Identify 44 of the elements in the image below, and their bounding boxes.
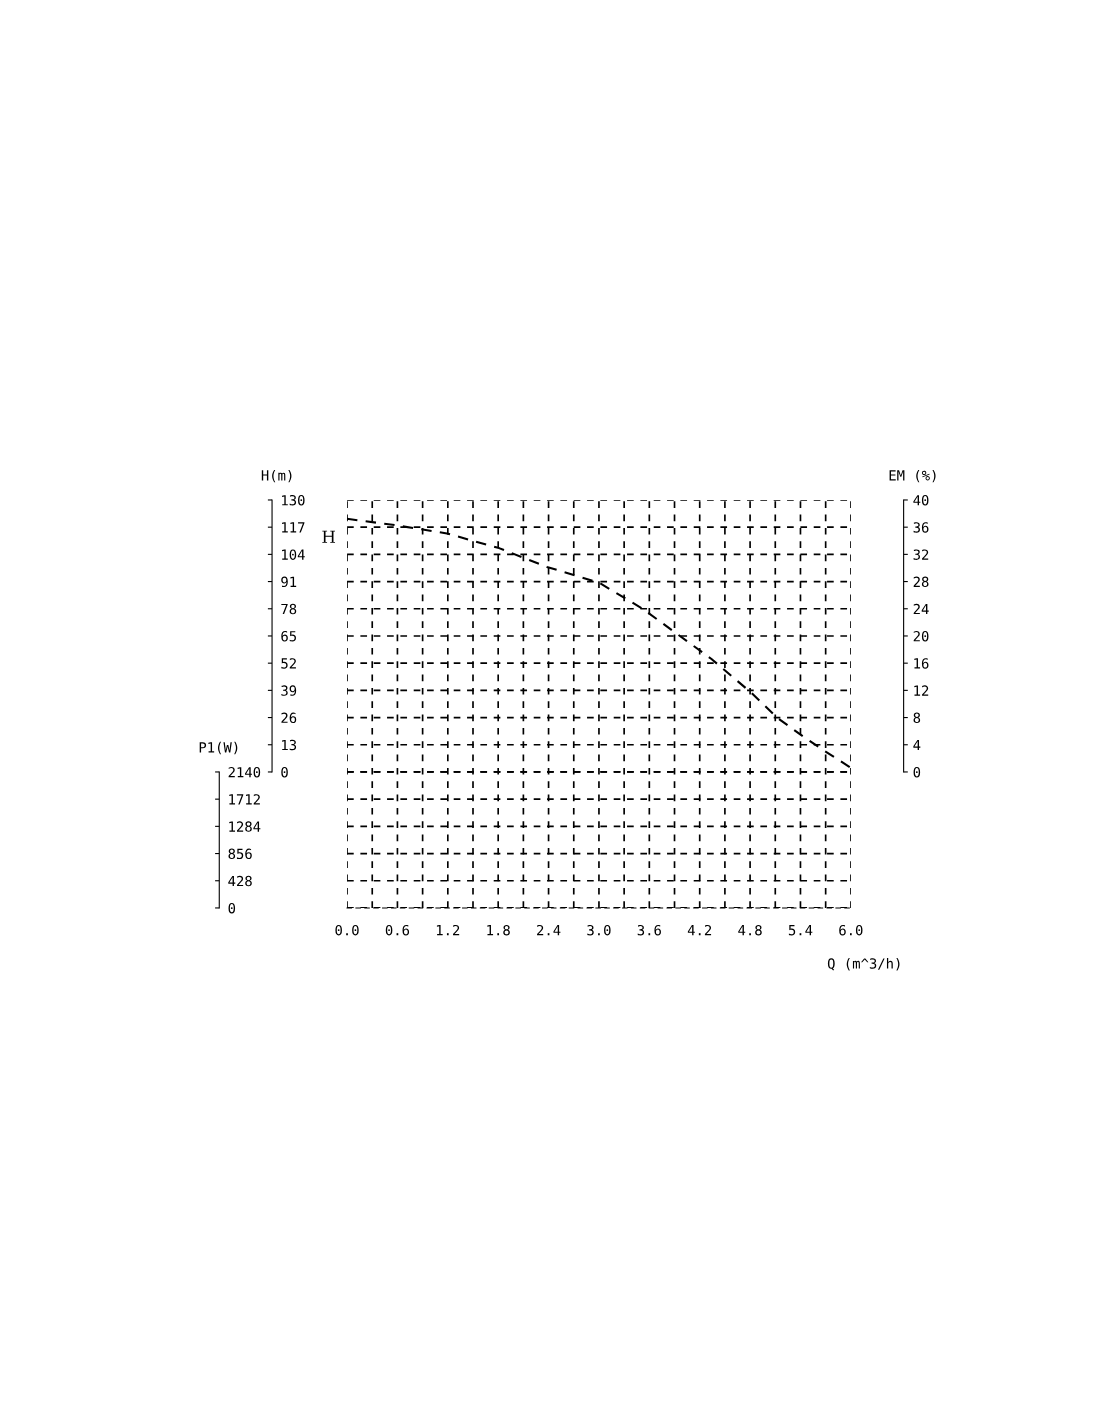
y-tick-label: 117 [282, 522, 305, 533]
y-tick-label: 13 [282, 739, 297, 751]
y2-tick-label: 28 [913, 576, 929, 588]
y2-axis-title: EM (%) [889, 469, 936, 483]
y3-tick-label: 428 [228, 875, 252, 887]
y-tick-label: 91 [281, 576, 297, 588]
y3-axis-title: P1(W) [199, 741, 238, 755]
y-tick-label: 78 [281, 603, 297, 615]
x-tick-label: 0.6 [385, 924, 410, 936]
y2-tick-label: 20 [913, 630, 929, 642]
x-tick-label: 6.0 [839, 924, 863, 936]
y-tick-label: 65 [281, 630, 296, 642]
y3-tick-label: 1284 [229, 821, 261, 832]
y3-tick-label: 2140 [228, 766, 261, 778]
x-tick-label: 5.4 [788, 925, 813, 936]
x-tick-label: 4.8 [738, 924, 762, 936]
x-tick-label: 4.2 [687, 924, 712, 936]
y2-tick-label: 4 [913, 739, 921, 751]
x-tick-label: 2.4 [537, 924, 561, 936]
y2-tick-label: 0 [913, 766, 921, 778]
y2-tick-label: 12 [914, 685, 929, 696]
y2-tick-label: 8 [913, 712, 921, 724]
y3-tick-label: 856 [228, 848, 252, 860]
y-axis-title: H(m) [261, 469, 292, 483]
x-tick-label: 3.6 [637, 924, 661, 936]
y-tick-label: 0 [281, 766, 288, 778]
series-label: H [322, 530, 336, 543]
y-tick-label: 130 [282, 494, 305, 506]
y2-tick-label: 16 [914, 658, 929, 669]
y2-tick-label: 36 [913, 522, 929, 533]
y-tick-label: 39 [281, 685, 297, 696]
y3-tick-label: 0 [228, 902, 236, 914]
y2-tick-label: 24 [913, 603, 929, 615]
x-axis-title: Q (m^3/h) [827, 958, 900, 971]
x-tick-label: 0.0 [335, 924, 359, 936]
y-tick-label: 104 [282, 549, 305, 560]
y-tick-label: 52 [281, 658, 296, 669]
x-tick-label: 1.2 [436, 924, 460, 936]
y3-tick-label: 1712 [229, 794, 260, 805]
y2-tick-label: 40 [913, 494, 929, 506]
x-tick-label: 3.0 [587, 924, 611, 936]
x-tick-label: 1.8 [487, 924, 510, 936]
y2-tick-label: 32 [913, 549, 929, 560]
y-tick-label: 26 [281, 712, 297, 724]
